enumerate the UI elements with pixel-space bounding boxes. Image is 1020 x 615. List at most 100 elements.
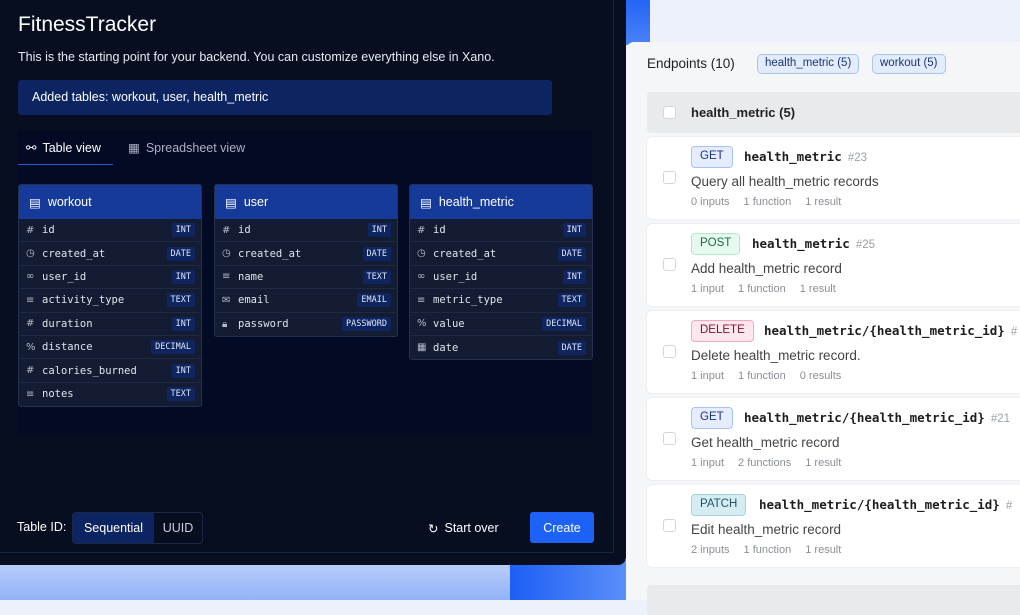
- meta-item: 0 inputs: [691, 196, 730, 208]
- method-badge: DELETE: [691, 320, 754, 342]
- option-sequential[interactable]: Sequential: [73, 513, 154, 543]
- endpoints-panel: Endpoints (10) health_metric (5) workout…: [626, 42, 1020, 615]
- endpoint-summary: Query all health_metric records: [691, 174, 879, 189]
- field-name: email: [238, 294, 270, 307]
- table-id-label: Table ID:: [17, 520, 67, 534]
- endpoint-summary: Edit health_metric record: [691, 522, 842, 537]
- meta-item: 1 function: [743, 544, 792, 556]
- table-field[interactable]: # calories_burned INT: [19, 359, 201, 383]
- table-header[interactable]: ▤ health_metric: [410, 185, 592, 219]
- table-name: workout: [47, 195, 92, 209]
- field-type-badge: INT: [562, 269, 586, 284]
- table-card-health-metric[interactable]: ▤ health_metric # id INT ◷ created_at DATE ∞ user…: [409, 184, 593, 361]
- text-icon: ≡: [417, 294, 426, 306]
- field-type-badge: TEXT: [166, 387, 195, 402]
- field-name: duration: [42, 317, 93, 330]
- field-type-badge: TEXT: [166, 293, 195, 308]
- table-field[interactable]: ≡ activity_type TEXT: [19, 289, 201, 313]
- field-name: user_id: [433, 270, 478, 283]
- text-icon: ≡: [222, 271, 231, 283]
- endpoint-card[interactable]: POST health_metric #25 Add health_metric …: [647, 224, 1020, 306]
- field-type-badge: INT: [171, 269, 195, 284]
- field-type-badge: PASSWORD: [342, 317, 391, 332]
- text-icon: ≡: [26, 294, 35, 306]
- endpoint-id: #: [1005, 500, 1013, 512]
- table-card-user[interactable]: ▤ user # id INT ◷ created_at DATE ≡ name TEXT ✉ emai…: [214, 184, 398, 337]
- table-card-workout[interactable]: ▤ workout # id INT ◷ created_at DATE ∞ user_id INT…: [18, 184, 202, 408]
- table-header[interactable]: ▤ workout: [19, 185, 201, 219]
- table-field[interactable]: # id INT: [215, 219, 397, 243]
- meta-item: 1 result: [805, 544, 842, 556]
- table-field[interactable]: ∞ user_id INT: [19, 266, 201, 290]
- method-badge: GET: [691, 146, 733, 168]
- endpoint-path-row: health_metric #25: [752, 236, 875, 251]
- table-header[interactable]: ▤ user: [215, 185, 397, 219]
- table-field[interactable]: # duration INT: [19, 313, 201, 336]
- page-description: This is the starting point for your back…: [18, 50, 495, 64]
- table-field[interactable]: ≡ metric_type TEXT: [410, 289, 592, 313]
- filter-chip-workout[interactable]: workout (5): [872, 54, 946, 74]
- field-type-badge: DECIMAL: [151, 340, 195, 355]
- meta-item: 1 function: [738, 283, 786, 295]
- table-field[interactable]: ◷ created_at DATE: [410, 242, 592, 266]
- table-field[interactable]: % value DECIMAL: [410, 313, 592, 336]
- method-badge: PATCH: [691, 494, 747, 516]
- table-icon: ▤: [225, 195, 237, 210]
- endpoint-group-header[interactable]: [647, 585, 1020, 615]
- start-over-label: Start over: [444, 521, 499, 535]
- create-button[interactable]: Create: [530, 512, 594, 543]
- refresh-icon: ↻: [428, 521, 439, 536]
- endpoint-card[interactable]: GET health_metric/{health_metric_id} #21 …: [647, 398, 1020, 480]
- backend-setup-panel: FitnessTracker This is the starting poin…: [0, 0, 626, 565]
- field-name: notes: [42, 388, 74, 401]
- percent-icon: %: [26, 341, 36, 353]
- field-type-badge: DATE: [557, 246, 586, 261]
- endpoint-checkbox[interactable]: [663, 171, 676, 184]
- field-name: id: [42, 224, 55, 237]
- table-field[interactable]: ∞ user_id INT: [410, 266, 592, 290]
- link-icon: ∞: [26, 271, 35, 283]
- endpoint-checkbox[interactable]: [663, 258, 676, 271]
- endpoint-card[interactable]: GET health_metric #23 Query all health_me…: [647, 137, 1020, 219]
- hash-icon: #: [26, 224, 35, 236]
- table-field[interactable]: % distance DECIMAL: [19, 336, 201, 360]
- table-field[interactable]: ◷ created_at DATE: [19, 242, 201, 266]
- endpoint-checkbox[interactable]: [663, 432, 676, 445]
- start-over-button[interactable]: ↻ Start over: [428, 512, 499, 544]
- method-badge: POST: [691, 233, 741, 255]
- field-type-badge: INT: [171, 223, 195, 238]
- endpoint-path: health_metric/{health_metric_id}: [764, 323, 1005, 338]
- endpoint-path: health_metric/{health_metric_id}: [759, 497, 1000, 512]
- endpoint-checkbox[interactable]: [663, 519, 676, 532]
- method-badge: GET: [691, 407, 733, 429]
- tab-label: Spreadsheet view: [145, 140, 246, 155]
- endpoint-path-row: health_metric/{health_metric_id} #: [759, 497, 1012, 512]
- endpoint-card[interactable]: DELETE health_metric/{health_metric_id} #…: [647, 311, 1020, 393]
- table-field[interactable]: ≡ name TEXT: [215, 266, 397, 290]
- table-field[interactable]: ✉ email EMAIL: [215, 289, 397, 313]
- table-icon: ▤: [29, 195, 41, 210]
- endpoint-card[interactable]: PATCH health_metric/{health_metric_id} # …: [647, 485, 1020, 567]
- endpoint-checkbox[interactable]: [663, 345, 676, 358]
- group-checkbox[interactable]: [663, 106, 676, 119]
- table-field[interactable]: # id INT: [410, 219, 592, 243]
- meta-item: 1 input: [691, 370, 725, 382]
- meta-item: 1 function: [743, 196, 792, 208]
- table-field[interactable]: ≡ notes TEXT: [19, 383, 201, 406]
- table-field[interactable]: ▦ date DATE: [410, 336, 592, 359]
- table-field[interactable]: 🔒︎ password PASSWORD: [215, 313, 397, 336]
- clock-icon: ◷: [417, 248, 426, 260]
- filter-chip-health-metric[interactable]: health_metric (5): [757, 54, 860, 74]
- clock-icon: ◷: [222, 248, 231, 260]
- table-field[interactable]: ◷ created_at DATE: [215, 242, 397, 266]
- table-field[interactable]: # id INT: [19, 219, 201, 243]
- endpoint-summary: Get health_metric record: [691, 435, 840, 450]
- field-name: distance: [42, 341, 93, 354]
- field-name: metric_type: [433, 294, 503, 307]
- field-type-badge: INT: [171, 316, 195, 331]
- option-uuid[interactable]: UUID: [162, 521, 194, 535]
- endpoint-group-header[interactable]: health_metric (5): [647, 92, 1020, 133]
- divider: [613, 0, 614, 553]
- tab-spreadsheet-view[interactable]: ▦ Spreadsheet view: [128, 140, 246, 156]
- tab-table-view[interactable]: ⚯ Table view: [26, 140, 101, 156]
